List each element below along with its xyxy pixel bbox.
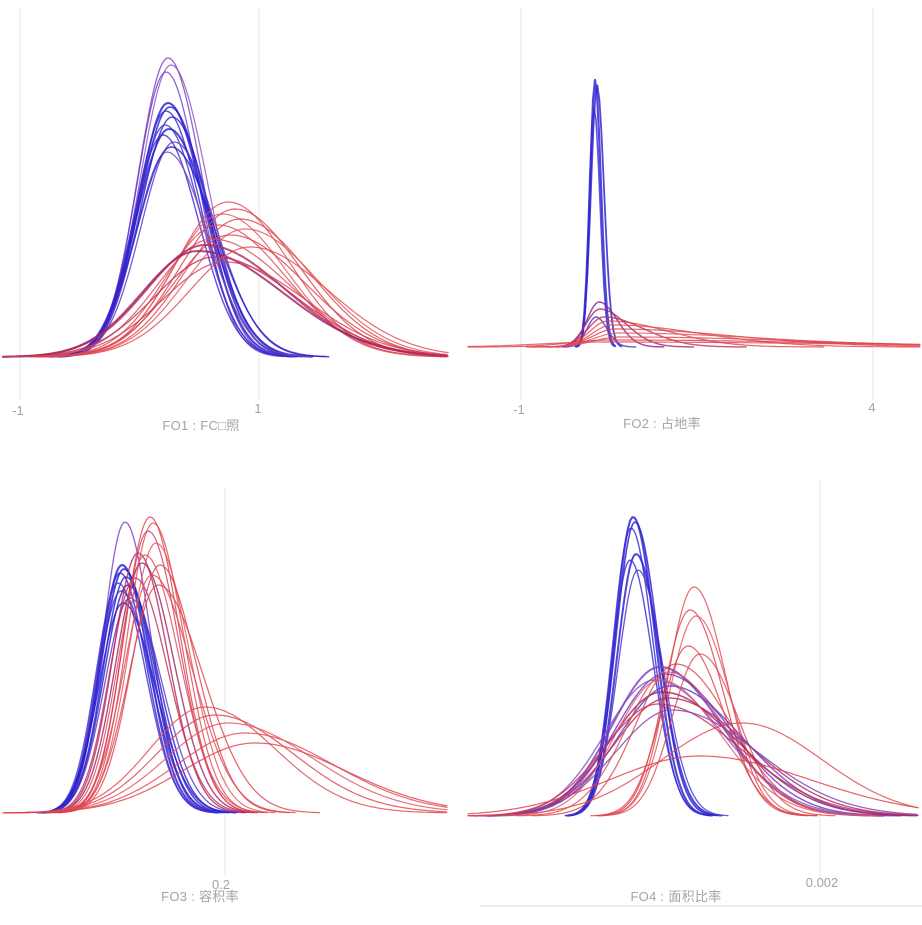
- density-curve-FO4-23: [467, 755, 919, 815]
- density-curve-FO3-22: [5, 714, 447, 814]
- fo1-axis-title: FO1 : FC□照: [162, 418, 240, 433]
- fo1-tick-neg1: -1: [12, 403, 24, 418]
- fo2-tick-4: 4: [868, 400, 876, 415]
- density-curve-FO1-7: [56, 124, 294, 358]
- density-curve-FO4-5: [565, 569, 729, 817]
- density-curve-FO1-25: [2, 261, 448, 358]
- density-curve-FO3-17: [50, 554, 268, 814]
- density-curve-FO4-8: [598, 615, 818, 817]
- density-curve-FO1-20: [13, 238, 449, 358]
- density-curve-FO3-0: [45, 521, 219, 814]
- density-curve-FO4-15: [474, 691, 918, 817]
- density-curve-FO3-6: [40, 584, 237, 814]
- density-curve-FO4-1: [565, 521, 718, 817]
- density-curve-FO4-14: [482, 685, 918, 817]
- density-curve-FO2-12: [467, 339, 921, 348]
- density-curve-FO4-4: [564, 559, 712, 817]
- density-curve-FO3-19: [50, 574, 296, 814]
- density-curve-FO2-5: [548, 308, 695, 348]
- density-curve-FO3-11: [47, 562, 258, 814]
- density-curve-FO1-11: [54, 151, 311, 358]
- density-curve-FO2-8: [539, 324, 921, 348]
- density-curve-FO2-7: [542, 320, 824, 348]
- density-curve-FO4-21: [501, 679, 877, 817]
- density-curve-FO1-1: [58, 64, 300, 358]
- density-curve-FO2-13: [467, 341, 921, 348]
- fo3-tick-02: 0.2: [211, 877, 231, 892]
- fo1-tick-1: 1: [254, 401, 262, 416]
- density-curve-FO1-15: [41, 213, 449, 358]
- fo2-axis-title: FO2 : 占地率: [623, 416, 701, 431]
- density-curve-FO4-10: [598, 653, 836, 817]
- density-curve-FO4-7: [595, 609, 809, 817]
- density-curve-FO4-19: [531, 663, 875, 817]
- density-curve-FO3-12: [44, 577, 254, 814]
- density-curve-FO1-23: [2, 256, 448, 358]
- density-curve-FO3-20: [53, 584, 321, 814]
- density-curve-FO1-0: [59, 57, 291, 358]
- density-curve-FO3-21: [6, 706, 448, 814]
- density-curve-FO1-24: [33, 246, 449, 358]
- fo2-tick-neg1: -1: [513, 402, 525, 417]
- density-curve-FO3-9: [35, 602, 238, 814]
- density-curve-FO3-23: [4, 722, 448, 814]
- density-curve-FO3-25: [2, 742, 448, 814]
- fo3-axis-title: FO3 : 容积率: [161, 889, 239, 904]
- density-curve-FO4-16: [472, 697, 919, 817]
- density-curve-FO3-18: [58, 564, 290, 814]
- density-curve-FO4-13: [474, 679, 900, 817]
- density-curve-FO2-9: [535, 328, 921, 348]
- density-curve-FO3-10: [47, 552, 247, 814]
- density-curve-FO3-14: [58, 522, 264, 814]
- density-curve-FO1-18: [35, 228, 447, 358]
- density-curve-FO4-18: [469, 709, 918, 817]
- density-curve-FO1-19: [27, 234, 447, 358]
- density-curve-FO1-16: [37, 218, 447, 358]
- density-curve-FO4-22: [467, 722, 919, 817]
- density-curve-FO4-20: [516, 671, 878, 817]
- density-curve-FO4-9: [590, 645, 818, 817]
- density-curve-FO1-17: [30, 224, 448, 358]
- fo4-tick-0002: 0.002: [805, 875, 839, 890]
- fo4-axis-title: FO4 : 面积比率: [630, 889, 722, 904]
